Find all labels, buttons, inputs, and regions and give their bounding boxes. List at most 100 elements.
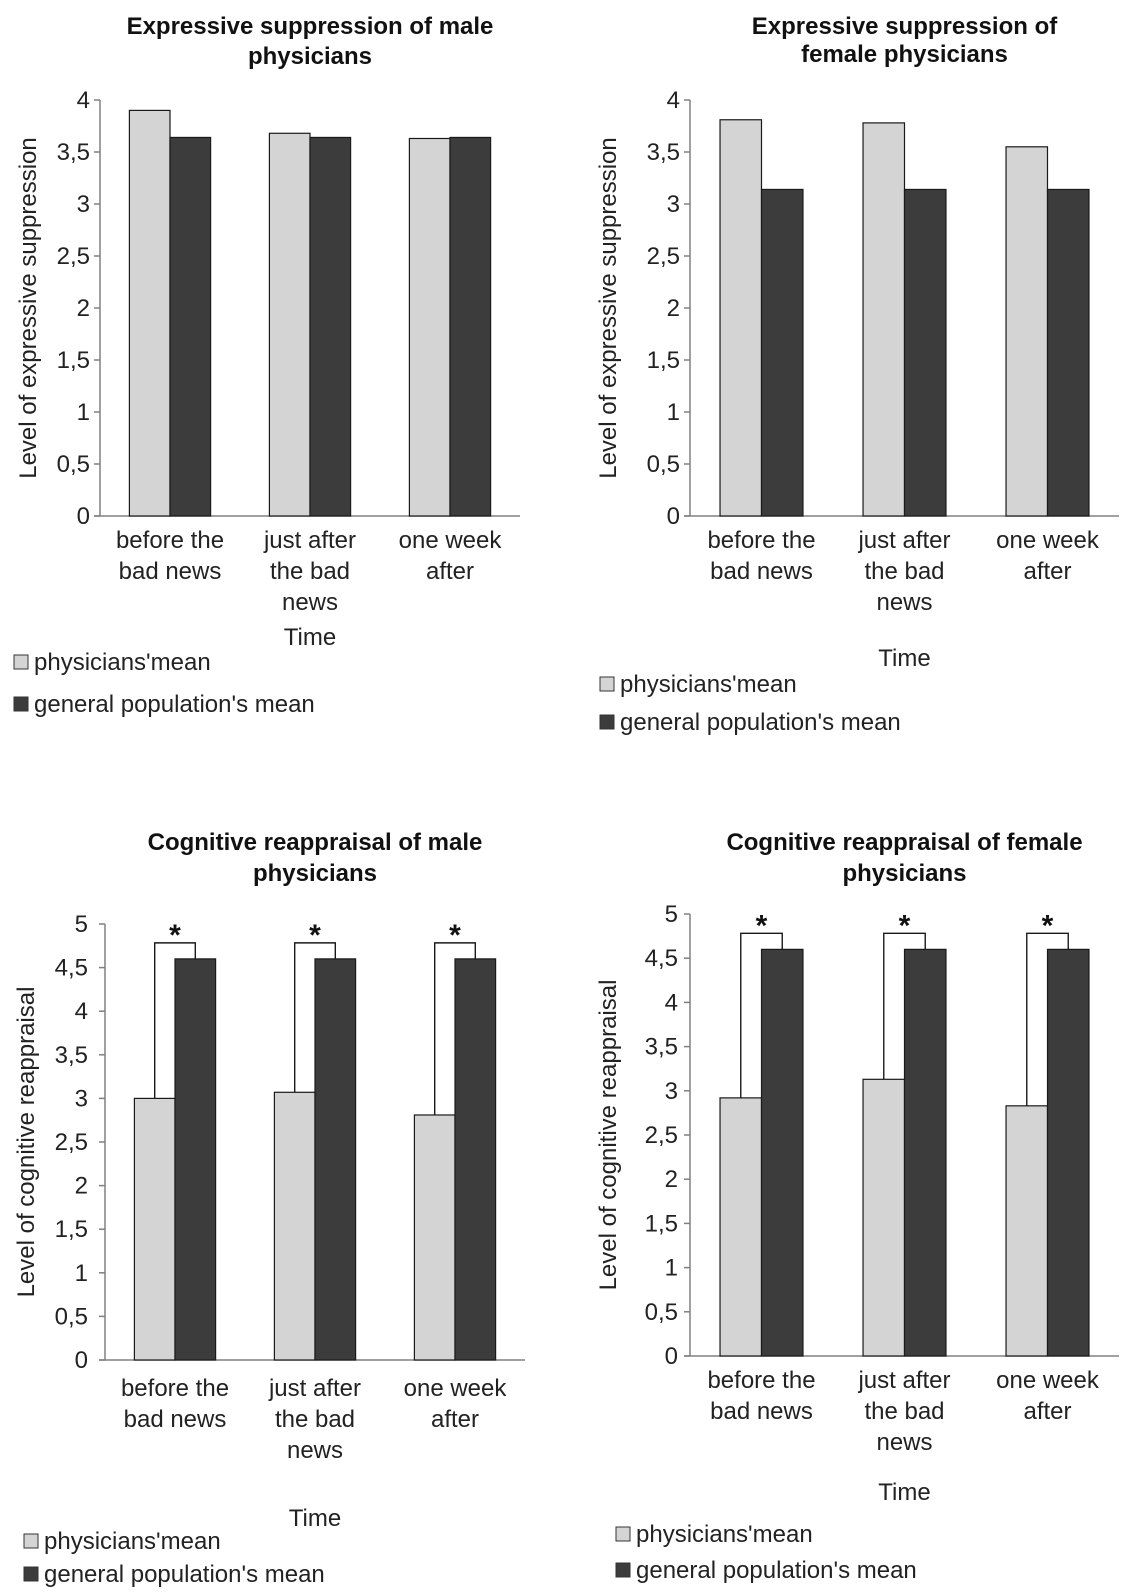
legend-label: physicians'mean: [620, 671, 797, 698]
y-axis-label: Level of expressive suppression: [595, 137, 622, 479]
bar-general-population-mean: [454, 958, 497, 1361]
x-category-label: after: [1023, 1398, 1071, 1425]
y-tick-label: 5: [75, 911, 88, 938]
bar-general-population-mean: [1046, 188, 1090, 517]
x-category-label: before the: [116, 527, 224, 554]
x-category-label: one week: [996, 527, 1100, 554]
legend-label: general population's mean: [620, 709, 901, 736]
bar-physicians-mean: [273, 1091, 316, 1361]
bar-physicians-mean: [1005, 146, 1049, 517]
legend-swatch-physicians: [615, 1526, 631, 1542]
significance-bracket: [883, 932, 926, 1080]
legend-label: general population's mean: [34, 691, 315, 718]
chart-title-line: Expressive suppression of male: [127, 13, 494, 40]
x-category-label: the bad: [270, 558, 350, 585]
x-category-label: the bad: [864, 558, 944, 585]
x-category-label: after: [1023, 558, 1071, 585]
x-category-label: before the: [707, 1367, 815, 1394]
bar-general-population-mean: [174, 958, 217, 1361]
bar-general-population-mean: [903, 188, 947, 517]
y-tick-label: 2: [77, 295, 90, 322]
y-tick-label: 1: [665, 1255, 678, 1282]
legend-swatch-physicians: [13, 654, 29, 670]
y-tick-label: 1: [75, 1260, 88, 1287]
y-tick-label: 2,5: [645, 1122, 678, 1149]
y-tick-label: 0,5: [57, 451, 90, 478]
x-category-label: before the: [707, 527, 815, 554]
y-tick-label: 1,5: [647, 347, 680, 374]
bar-general-population-mean: [314, 958, 357, 1361]
legend-swatch-physicians: [599, 676, 615, 692]
chart-title-line: physicians: [842, 860, 966, 887]
significance-star: *: [169, 919, 181, 952]
x-category-label: one week: [399, 527, 503, 554]
bar-physicians-mean: [1005, 1105, 1049, 1357]
y-tick-label: 0: [665, 1343, 678, 1370]
x-axis-label: Time: [878, 1479, 930, 1506]
y-tick-label: 3: [77, 191, 90, 218]
y-tick-label: 4,5: [55, 955, 88, 982]
bar-general-population-mean: [169, 136, 212, 517]
x-category-label: just after: [857, 527, 950, 554]
y-tick-label: 0: [77, 503, 90, 530]
significance-bracket: [1026, 932, 1069, 1106]
chart-title-line: Cognitive reappraisal of female: [726, 829, 1082, 856]
x-category-label: news: [287, 1437, 343, 1464]
x-category-label: news: [876, 1429, 932, 1456]
chart-svg: Expressive suppression of male physicians…: [13, 13, 520, 718]
y-tick-label: 3,5: [55, 1042, 88, 1069]
bar-physicians-mean: [719, 1097, 763, 1357]
y-tick-label: 4: [667, 87, 680, 114]
y-axis-label: Level of cognitive reappraisal: [13, 987, 40, 1298]
y-tick-label: 2: [667, 295, 680, 322]
chart-title-line: physicians: [248, 43, 372, 70]
y-axis-label: Level of expressive suppression: [15, 137, 42, 479]
significance-bracket: [740, 932, 783, 1098]
chart-title-line: Expressive suppression of: [752, 13, 1058, 40]
chart-svg: Cognitive reappraisal of male physicians 0…: [13, 829, 525, 1588]
y-tick-label: 1: [77, 399, 90, 426]
x-category-label: after: [431, 1406, 479, 1433]
legend-swatch-general-population: [599, 714, 615, 730]
x-category-label: just after: [263, 527, 356, 554]
y-tick-label: 4: [77, 87, 90, 114]
y-tick-label: 3,5: [57, 139, 90, 166]
significance-star: *: [899, 909, 911, 942]
y-tick-label: 0,5: [645, 1299, 678, 1326]
x-category-label: bad news: [710, 1398, 813, 1425]
x-category-label: before the: [121, 1375, 229, 1402]
legend-label: general population's mean: [636, 1557, 917, 1584]
significance-bracket: [154, 942, 196, 1099]
significance-star: *: [756, 909, 768, 942]
x-axis-label: Time: [284, 624, 336, 651]
chart-cognitive-reappraisal-male: Cognitive reappraisal of male physicians 0…: [0, 820, 560, 1595]
y-tick-label: 4: [665, 989, 678, 1016]
y-tick-label: 4: [75, 998, 88, 1025]
bar-general-population-mean: [760, 188, 804, 517]
chart-svg: Cognitive reappraisal of female physician…: [595, 829, 1119, 1584]
bar-general-population-mean: [760, 948, 804, 1357]
chart-expressive-suppression-female: Expressive suppression of female physicia…: [580, 0, 1139, 800]
significance-star: *: [1042, 909, 1054, 942]
legend-label: physicians'mean: [34, 649, 211, 676]
bar-physicians-mean: [413, 1114, 456, 1361]
bar-physicians-mean: [133, 1097, 176, 1361]
bar-general-population-mean: [1046, 948, 1090, 1357]
x-category-label: news: [282, 589, 338, 616]
y-tick-label: 5: [665, 901, 678, 928]
y-tick-label: 1,5: [645, 1210, 678, 1237]
chart-title-line: physicians: [253, 860, 377, 887]
legend-label: physicians'mean: [44, 1528, 221, 1555]
chart-expressive-suppression-male: Expressive suppression of male physicians…: [0, 0, 560, 800]
bar-general-population-mean: [449, 136, 492, 517]
y-axis-label: Level of cognitive reappraisal: [595, 980, 622, 1291]
x-category-label: bad news: [124, 1406, 227, 1433]
y-tick-label: 2: [665, 1166, 678, 1193]
x-axis-label: Time: [289, 1505, 341, 1532]
y-tick-label: 1,5: [57, 347, 90, 374]
x-category-label: one week: [996, 1367, 1100, 1394]
y-tick-label: 2,5: [55, 1129, 88, 1156]
legend-label: general population's mean: [44, 1561, 325, 1588]
y-tick-label: 2: [75, 1173, 88, 1200]
legend-label: physicians'mean: [636, 1521, 813, 1548]
